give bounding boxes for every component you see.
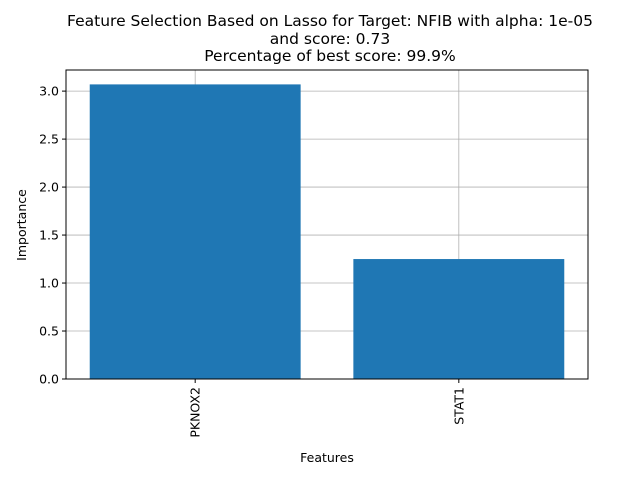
chart-title-line-2: and score: 0.73 [269, 30, 391, 48]
chart-title-line-3: Percentage of best score: 99.9% [204, 47, 456, 65]
y-tick-label: 0.5 [39, 324, 59, 339]
x-axis-label: Features [300, 450, 354, 465]
bars-layer [89, 84, 565, 379]
y-axis-label: Importance [14, 189, 29, 261]
bar-pknox2 [89, 84, 301, 379]
y-tick-label: 2.0 [39, 180, 59, 195]
plot-frame [65, 69, 589, 380]
y-tick-label: 3.0 [39, 84, 59, 99]
y-tick-label: 0.0 [39, 372, 59, 387]
y-tick-label: 1.5 [39, 228, 59, 243]
y-tick-label: 1.0 [39, 276, 59, 291]
bar-stat1 [353, 259, 565, 379]
x-tick-label: PKNOX2 [188, 387, 203, 438]
x-tick-label: STAT1 [451, 387, 466, 425]
axes-layer: 0.0 0.5 1.0 1.5 2.0 2.5 3.0 PKNOX2 STAT1 [39, 69, 589, 438]
chart-title-line-1: Feature Selection Based on Lasso for Tar… [67, 12, 593, 30]
y-tick-label: 2.5 [39, 132, 59, 147]
